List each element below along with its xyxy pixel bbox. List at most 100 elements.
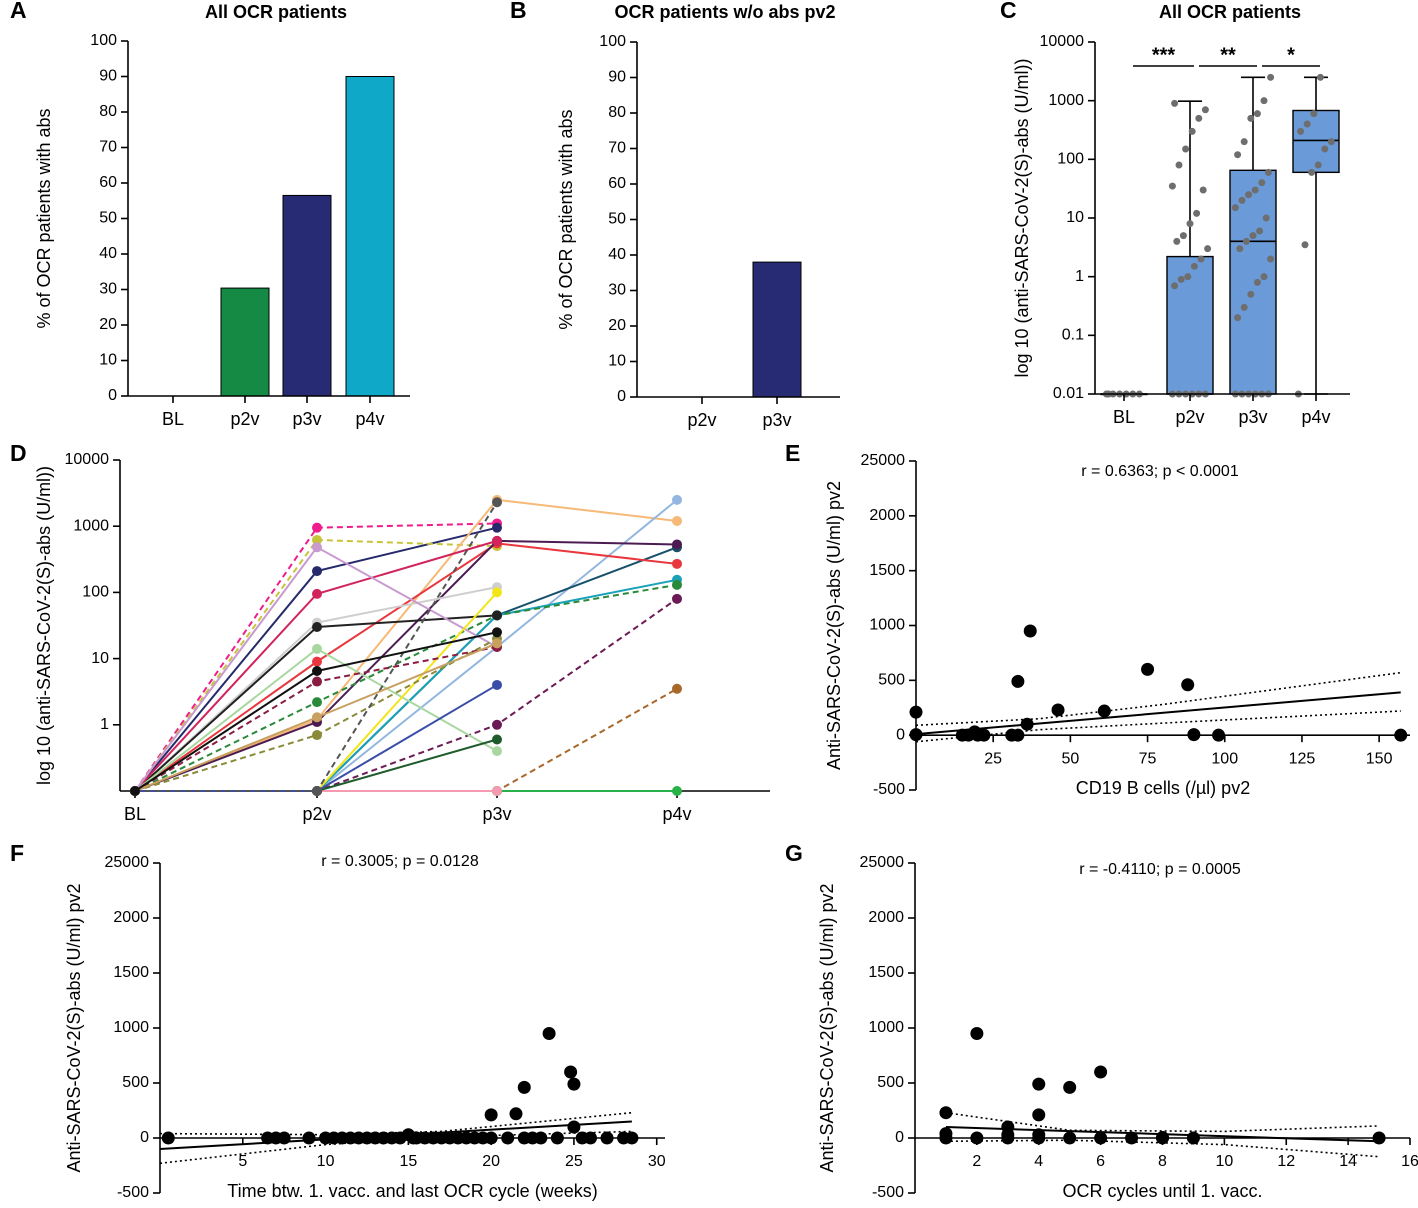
data-point <box>672 593 682 604</box>
y-axis-label: Anti-SARS-CoV-2(S)-abs (U/ml) pv2 <box>824 481 844 770</box>
x-tick-label: 8 <box>1158 1153 1167 1170</box>
y-tick-label: 30 <box>608 282 626 299</box>
data-point <box>492 746 502 757</box>
y-tick-label: 90 <box>99 68 117 85</box>
y-axis-label: Anti-SARS-CoV-2(S)-abs (U/ml) pv2 <box>64 883 84 1172</box>
x-tick-label: 100 <box>1211 750 1238 767</box>
box <box>1166 255 1214 395</box>
y-tick-label: 0.01 <box>1053 385 1084 402</box>
y-tick-label: 10000 <box>65 451 110 468</box>
y-tick-label: 10 <box>608 353 626 370</box>
y-axis-label: log 10 (anti-SARS-CoV-2(S)-abs (U/ml)) <box>1012 58 1032 377</box>
significance-label: ** <box>1220 44 1236 66</box>
data-point <box>312 676 322 687</box>
x-tick-label: p2v <box>687 410 716 430</box>
data-point <box>1238 196 1246 204</box>
y-tick-label: 0 <box>108 387 117 404</box>
data-point <box>312 697 322 708</box>
x-tick-label: 25 <box>565 1153 583 1170</box>
data-point <box>1063 1131 1077 1145</box>
data-point <box>1051 703 1065 717</box>
y-tick-label: 0 <box>617 388 626 405</box>
x-tick-label: 15 <box>399 1153 417 1170</box>
data-point <box>1094 1065 1108 1079</box>
x-tick-label: p2v <box>302 804 331 824</box>
x-tick-label: 10 <box>317 1153 335 1170</box>
y-tick-label: 1500 <box>113 964 149 981</box>
y-tick-label: -500 <box>873 781 905 798</box>
data-point <box>1204 245 1212 253</box>
data-point <box>161 1131 175 1145</box>
data-point <box>1234 314 1242 322</box>
data-point <box>1179 232 1187 240</box>
data-point <box>672 558 682 569</box>
data-point <box>1308 168 1316 176</box>
data-point <box>542 1027 556 1040</box>
x-tick-label: p2v <box>230 409 259 429</box>
x-tick-label: p3v <box>292 409 321 429</box>
data-point <box>1234 151 1242 159</box>
significance-label: * <box>1287 44 1295 66</box>
panel-letter: C <box>1000 0 1017 23</box>
data-point <box>509 1107 523 1121</box>
panel-title: All OCR patients <box>205 2 347 22</box>
data-point <box>1175 161 1183 169</box>
data-point <box>1212 728 1226 742</box>
panel-title: All OCR patients <box>1159 2 1301 22</box>
data-point <box>1260 273 1268 281</box>
data-point <box>970 1027 984 1040</box>
data-point <box>1032 1108 1046 1122</box>
y-tick-label: -500 <box>872 1184 904 1201</box>
data-point <box>492 522 502 533</box>
data-point <box>1063 1080 1077 1094</box>
x-axis-label: OCR cycles until 1. vacc. <box>1062 1181 1262 1201</box>
y-tick-label: 70 <box>99 139 117 156</box>
data-point <box>909 728 923 742</box>
y-tick-label: 1000 <box>868 1019 904 1036</box>
data-point <box>1256 227 1264 235</box>
data-point <box>600 1131 614 1145</box>
y-tick-label: 1500 <box>869 562 905 579</box>
panel-letter: E <box>785 440 800 466</box>
y-tick-label: 500 <box>878 672 905 689</box>
y-tick-label: 2000 <box>869 507 905 524</box>
data-point <box>484 1131 498 1145</box>
data-point <box>939 1131 953 1145</box>
data-point <box>1260 97 1268 105</box>
data-point <box>1195 114 1203 122</box>
x-axis-label: Time btw. 1. vacc. and last OCR cycle (w… <box>227 1181 597 1201</box>
data-point <box>564 1065 578 1079</box>
y-tick-label: 1000 <box>1048 92 1084 109</box>
panel-letter: A <box>10 0 27 23</box>
y-axis-label: % of OCR patients with abs <box>556 109 576 329</box>
x-tick-label: 50 <box>1061 750 1079 767</box>
fit-line <box>945 1126 1380 1143</box>
data-point <box>1156 1130 1169 1144</box>
x-tick-label: 2 <box>972 1153 981 1170</box>
data-point <box>1240 138 1248 146</box>
data-point <box>312 786 322 796</box>
y-tick-label: 0.1 <box>1062 327 1084 344</box>
data-point <box>1267 73 1275 81</box>
data-point <box>1321 145 1329 153</box>
data-point <box>492 535 502 546</box>
y-tick-label: 1500 <box>868 964 904 981</box>
y-tick-label: 20 <box>608 317 626 334</box>
x-tick-label: 75 <box>1139 750 1157 767</box>
y-tick-label: 100 <box>599 33 626 50</box>
data-point <box>492 734 502 745</box>
y-tick-label: 1 <box>100 716 109 733</box>
x-tick-label: 5 <box>238 1153 247 1170</box>
x-tick-label: 4 <box>1034 1153 1043 1170</box>
y-tick-label: 25000 <box>105 854 150 871</box>
confidence-band <box>915 671 1401 727</box>
series-line <box>134 539 678 792</box>
data-point <box>1173 237 1181 245</box>
y-tick-label: 100 <box>90 32 117 49</box>
data-point <box>1171 99 1179 107</box>
fit-line <box>915 691 1401 736</box>
x-tick-label: p3v <box>482 804 511 824</box>
data-point <box>312 622 322 633</box>
x-tick-label: 16 <box>1401 1153 1418 1170</box>
